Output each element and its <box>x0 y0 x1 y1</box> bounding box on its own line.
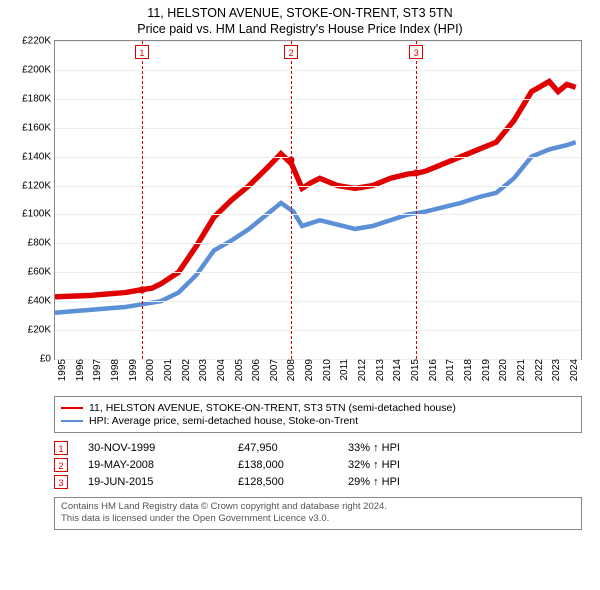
event-marker-dot <box>138 286 145 293</box>
footer-line-2: This data is licensed under the Open Gov… <box>61 513 575 525</box>
title-line-1: 11, HELSTON AVENUE, STOKE-ON-TRENT, ST3 … <box>10 6 590 20</box>
event-marker-line <box>416 41 417 359</box>
legend-item: HPI: Average price, semi-detached house,… <box>61 415 575 427</box>
x-tick-label: 2016 <box>428 359 439 381</box>
chart-lines-svg <box>55 41 581 359</box>
event-marker-badge: 1 <box>135 45 149 59</box>
x-tick-label: 2007 <box>269 359 280 381</box>
x-tick-label: 2019 <box>481 359 492 381</box>
y-tick-label: £0 <box>40 354 51 365</box>
legend-label: 11, HELSTON AVENUE, STOKE-ON-TRENT, ST3 … <box>89 402 456 414</box>
x-tick-label: 2010 <box>322 359 333 381</box>
y-tick-label: £100K <box>22 209 51 220</box>
event-pct: 32% ↑ HPI <box>348 459 448 471</box>
x-tick-label: 2017 <box>445 359 456 381</box>
x-tick-label: 2001 <box>163 359 174 381</box>
x-tick-label: 2004 <box>216 359 227 381</box>
event-pct: 29% ↑ HPI <box>348 476 448 488</box>
y-tick-label: £40K <box>28 296 51 307</box>
x-tick-label: 1996 <box>75 359 86 381</box>
event-badge: 2 <box>54 458 68 472</box>
y-tick-label: £200K <box>22 64 51 75</box>
x-tick-label: 2008 <box>286 359 297 381</box>
x-tick-label: 1999 <box>128 359 139 381</box>
y-tick-label: £140K <box>22 151 51 162</box>
series-line <box>55 142 576 313</box>
x-tick-label: 1997 <box>92 359 103 381</box>
x-tick-label: 2021 <box>516 359 527 381</box>
event-marker-dot <box>288 156 295 163</box>
x-tick-label: 2009 <box>304 359 315 381</box>
legend: 11, HELSTON AVENUE, STOKE-ON-TRENT, ST3 … <box>54 396 582 433</box>
event-row: 1 30-NOV-1999 £47,950 33% ↑ HPI <box>54 441 582 455</box>
x-tick-label: 2020 <box>498 359 509 381</box>
x-tick-label: 2011 <box>339 359 350 381</box>
event-row: 2 19-MAY-2008 £138,000 32% ↑ HPI <box>54 458 582 472</box>
event-price: £128,500 <box>238 476 348 488</box>
event-marker-dot <box>413 170 420 177</box>
event-row: 3 19-JUN-2015 £128,500 29% ↑ HPI <box>54 475 582 489</box>
plot-region: £0£20K£40K£60K£80K£100K£120K£140K£160K£1… <box>54 40 582 360</box>
event-price: £47,950 <box>238 442 348 454</box>
event-marker-badge: 3 <box>409 45 423 59</box>
x-tick-label: 2014 <box>392 359 403 381</box>
x-tick-label: 2018 <box>463 359 474 381</box>
events-table: 1 30-NOV-1999 £47,950 33% ↑ HPI 2 19-MAY… <box>54 441 582 489</box>
x-tick-label: 2023 <box>551 359 562 381</box>
event-date: 30-NOV-1999 <box>88 442 238 454</box>
x-tick-label: 2024 <box>569 359 580 381</box>
x-tick-label: 2015 <box>410 359 421 381</box>
event-date: 19-JUN-2015 <box>88 476 238 488</box>
y-tick-label: £220K <box>22 36 51 47</box>
event-badge: 3 <box>54 475 68 489</box>
x-tick-label: 2022 <box>534 359 545 381</box>
event-badge: 1 <box>54 441 68 455</box>
x-tick-label: 2006 <box>251 359 262 381</box>
footer-attribution: Contains HM Land Registry data © Crown c… <box>54 497 582 530</box>
x-tick-label: 1995 <box>57 359 68 381</box>
y-tick-label: £160K <box>22 122 51 133</box>
x-tick-label: 2002 <box>181 359 192 381</box>
y-tick-label: £20K <box>28 325 51 336</box>
legend-label: HPI: Average price, semi-detached house,… <box>89 415 358 427</box>
y-tick-label: £60K <box>28 267 51 278</box>
y-tick-label: £120K <box>22 180 51 191</box>
x-tick-label: 2013 <box>375 359 386 381</box>
legend-item: 11, HELSTON AVENUE, STOKE-ON-TRENT, ST3 … <box>61 402 575 414</box>
title-line-2: Price paid vs. HM Land Registry's House … <box>10 22 590 36</box>
y-tick-label: £80K <box>28 238 51 249</box>
footer-line-1: Contains HM Land Registry data © Crown c… <box>61 501 575 513</box>
x-tick-label: 2000 <box>145 359 156 381</box>
event-price: £138,000 <box>238 459 348 471</box>
legend-swatch <box>61 420 83 422</box>
y-tick-label: £180K <box>22 93 51 104</box>
x-tick-label: 2012 <box>357 359 368 381</box>
title-block: 11, HELSTON AVENUE, STOKE-ON-TRENT, ST3 … <box>10 6 590 36</box>
event-marker-line <box>142 41 143 359</box>
chart-container: 11, HELSTON AVENUE, STOKE-ON-TRENT, ST3 … <box>0 0 600 538</box>
x-tick-label: 2003 <box>198 359 209 381</box>
event-pct: 33% ↑ HPI <box>348 442 448 454</box>
event-marker-line <box>291 41 292 359</box>
event-date: 19-MAY-2008 <box>88 459 238 471</box>
x-tick-label: 1998 <box>110 359 121 381</box>
x-tick-label: 2005 <box>234 359 245 381</box>
chart-area: £0£20K£40K£60K£80K£100K£120K£140K£160K£1… <box>54 40 582 390</box>
event-marker-badge: 2 <box>284 45 298 59</box>
legend-swatch <box>61 407 83 409</box>
